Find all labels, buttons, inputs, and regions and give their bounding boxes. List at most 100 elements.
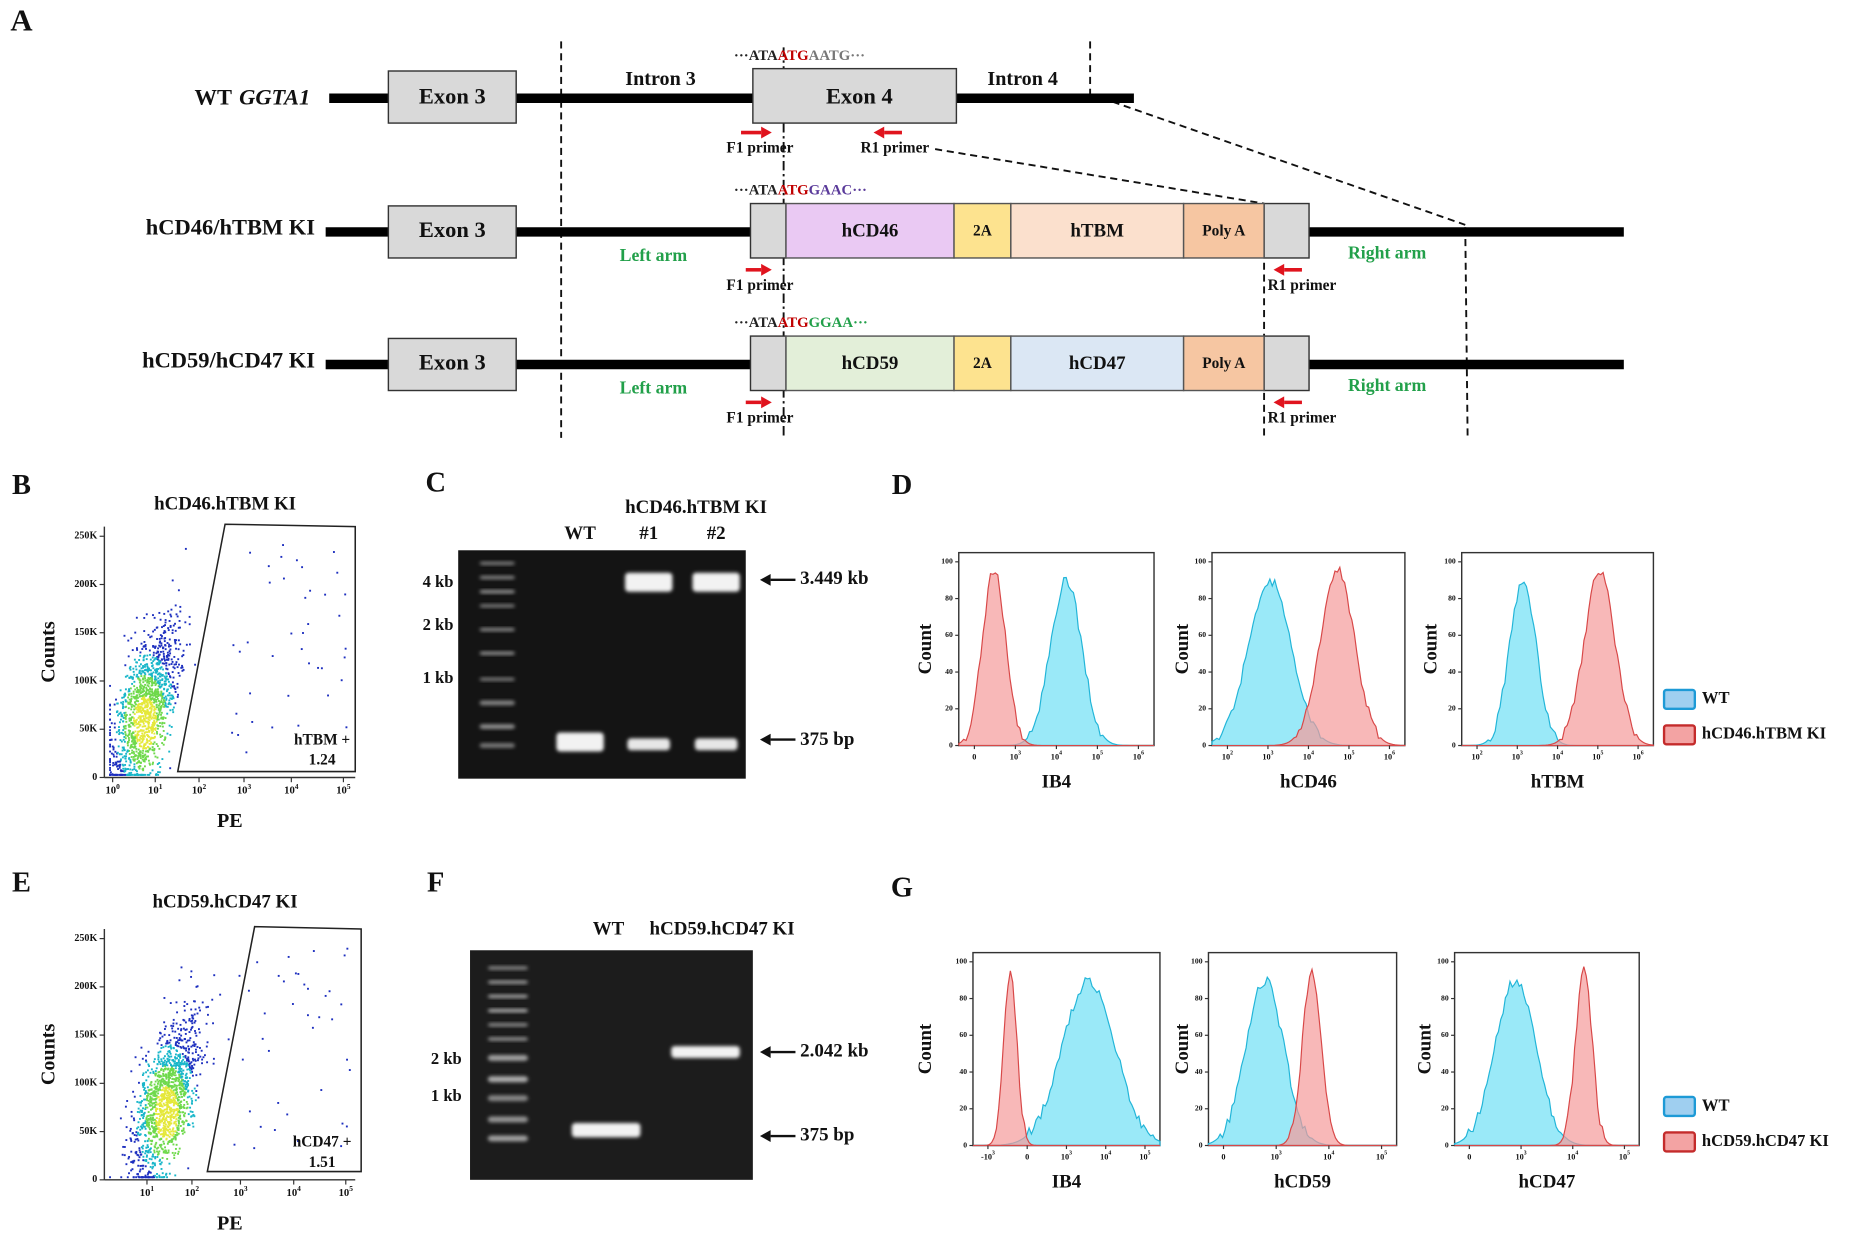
scatter-dot: [115, 755, 118, 758]
scatter-dot: [340, 1003, 343, 1006]
scatter-dot: [147, 1122, 150, 1125]
scatter-dot: [177, 1132, 180, 1135]
tick-base: 10: [1619, 1152, 1627, 1161]
scatter-dot: [159, 640, 162, 643]
scatter-dot: [120, 701, 123, 704]
scatter-dot: [157, 691, 160, 693]
axis-label: Counts: [38, 1023, 60, 1085]
scatter-dot: [175, 1123, 178, 1126]
scatter-dot: [147, 1050, 150, 1053]
scatter-dot: [168, 1076, 171, 1079]
scatter-dot: [130, 1115, 133, 1118]
scatter-dot: [348, 1069, 351, 1071]
scatter-dot: [176, 1062, 179, 1064]
scatter-dot: [344, 647, 347, 650]
histogram: [1208, 967, 1397, 1147]
scatter-dot: [249, 692, 252, 695]
scatter-dot: [304, 596, 307, 599]
tick-label: 101: [148, 782, 163, 798]
scatter-dot: [144, 1106, 147, 1109]
scatter-dot: [136, 1127, 138, 1130]
scatter-dot: [130, 697, 133, 700]
scatter-dot: [167, 1151, 170, 1154]
scatter-dot: [148, 715, 151, 717]
scatter-dot: [175, 1063, 178, 1066]
scatter-dot: [167, 1083, 170, 1086]
scatter-dot: [232, 644, 235, 647]
scatter-dot: [132, 667, 135, 670]
scatter-dot: [180, 1090, 183, 1093]
scatter-dot: [144, 713, 147, 716]
scatter-dot: [139, 685, 141, 688]
scatter-dot: [199, 1055, 202, 1058]
scatter-dot: [173, 1098, 176, 1101]
primer-label: F1 primer: [726, 140, 793, 157]
scatter-dot: [174, 1094, 177, 1097]
scatter-dot: [163, 675, 166, 678]
scatter-dot: [151, 677, 153, 680]
gel-band: [694, 738, 738, 751]
scatter-dot: [206, 1061, 209, 1064]
scatter-dot: [167, 673, 170, 676]
scatter-dot: [136, 648, 139, 651]
scatter-dot: [233, 1143, 236, 1146]
scatter-dot: [155, 720, 158, 723]
scatter-dot: [180, 1070, 183, 1073]
scatter-dot: [193, 1043, 196, 1046]
scatter-dot: [134, 697, 136, 700]
scatter-dot: [160, 1094, 162, 1097]
scatter-dot: [144, 1090, 147, 1092]
scatter-dot: [157, 1103, 160, 1106]
scatter-dot: [153, 1086, 156, 1089]
scatter-dot: [130, 1140, 133, 1142]
scatter-dot: [162, 1114, 164, 1116]
scatter-dot: [161, 1063, 164, 1065]
scatter-dot: [145, 669, 148, 672]
scatter-dot: [177, 1129, 180, 1132]
tick-base: 10: [1567, 1152, 1575, 1161]
scatter-dot: [136, 726, 139, 729]
scatter-dot: [149, 1176, 152, 1179]
scatter-dot: [182, 1058, 185, 1061]
scatter-dot: [134, 745, 137, 748]
gel: [470, 950, 753, 1180]
scatter-dot: [158, 611, 161, 614]
scatter-dot: [154, 755, 157, 758]
scatter-dot: [157, 656, 160, 659]
scatter-dot: [131, 768, 134, 771]
scatter-dot: [137, 689, 140, 692]
histogram: [1461, 571, 1655, 747]
scatter-dot: [164, 1151, 167, 1154]
scatter-dot: [156, 673, 159, 676]
scatter-dot: [163, 1176, 165, 1179]
scatter-dot: [154, 645, 157, 648]
scatter-dot: [136, 1100, 139, 1103]
scatter-dot: [135, 742, 138, 745]
scatter-dot: [133, 673, 136, 676]
scatter-dot: [130, 1138, 132, 1141]
gel-band: [479, 575, 515, 580]
panel-label: A: [10, 4, 32, 38]
scatter-dot: [149, 1116, 152, 1119]
scatter-dot: [162, 699, 165, 701]
scatter-dot: [138, 681, 141, 684]
scatter-dot: [207, 1013, 209, 1016]
scatter-dot: [146, 1097, 148, 1100]
panel-label: E: [12, 868, 31, 899]
scatter-dot: [146, 680, 149, 683]
scatter-dot: [133, 768, 136, 770]
scatter-dot: [193, 1063, 196, 1066]
arm-label: Right arm: [1348, 243, 1427, 263]
scatter-dot: [157, 1096, 160, 1098]
scatter-dot: [178, 1084, 181, 1087]
scatter-dot: [119, 689, 122, 692]
tick-exp: 4: [1332, 1151, 1335, 1157]
scatter-dot: [178, 674, 181, 677]
scatter-dot: [159, 673, 162, 676]
scatter-dot: [161, 1176, 164, 1179]
scatter-dot: [152, 1176, 155, 1179]
scatter-dot: [147, 734, 150, 737]
scatter-dot: [132, 737, 135, 740]
tick-label: 40: [1198, 667, 1206, 676]
scatter-dot: [148, 667, 150, 670]
